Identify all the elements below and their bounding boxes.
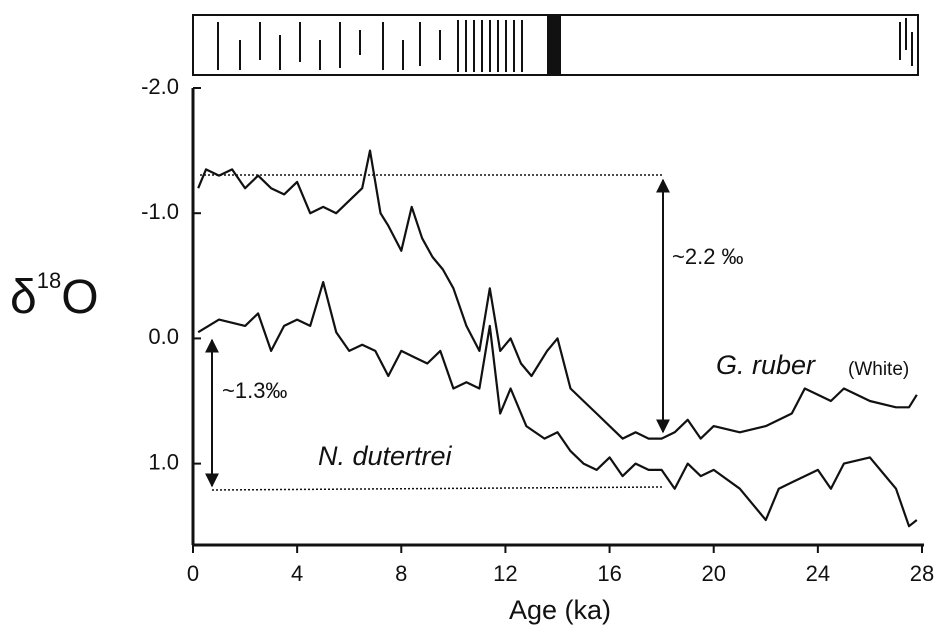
- annotation: ~2.2 ‰: [672, 244, 744, 269]
- y-tick-label: 0.0: [148, 324, 179, 349]
- x-tick-label: 16: [597, 561, 621, 586]
- x-tick-label: 4: [291, 561, 303, 586]
- y-axis-label: δ18O: [10, 268, 99, 324]
- y-axis-label-part: δ: [10, 271, 37, 324]
- series-line: [197, 149, 918, 440]
- lithology-strip: [192, 14, 919, 76]
- x-tick-label: 28: [910, 561, 934, 586]
- y-tick-label: -1.0: [141, 199, 179, 224]
- x-tick-label: 24: [806, 561, 830, 586]
- y-tick-label: -2.0: [141, 74, 179, 99]
- axes: [191, 88, 924, 547]
- annotation-guides: [200, 174, 670, 491]
- series-line: [197, 281, 918, 528]
- y-tick-label: 1.0: [148, 449, 179, 474]
- y-axis-label-part: 18: [37, 268, 61, 293]
- annotation: ~1.3‰: [222, 378, 287, 403]
- x-axis-label: Age (ka): [509, 595, 611, 625]
- x-tick-label: 12: [493, 561, 517, 586]
- x-tick-label: 20: [701, 561, 725, 586]
- y-axis-label-part: O: [61, 271, 98, 324]
- x-tick-label: 8: [395, 561, 407, 586]
- x-tick-label: 0: [187, 561, 199, 586]
- series-label: N. dutertrei: [318, 441, 453, 471]
- series-label: G. ruber: [716, 350, 816, 380]
- annotation: (White): [848, 359, 909, 380]
